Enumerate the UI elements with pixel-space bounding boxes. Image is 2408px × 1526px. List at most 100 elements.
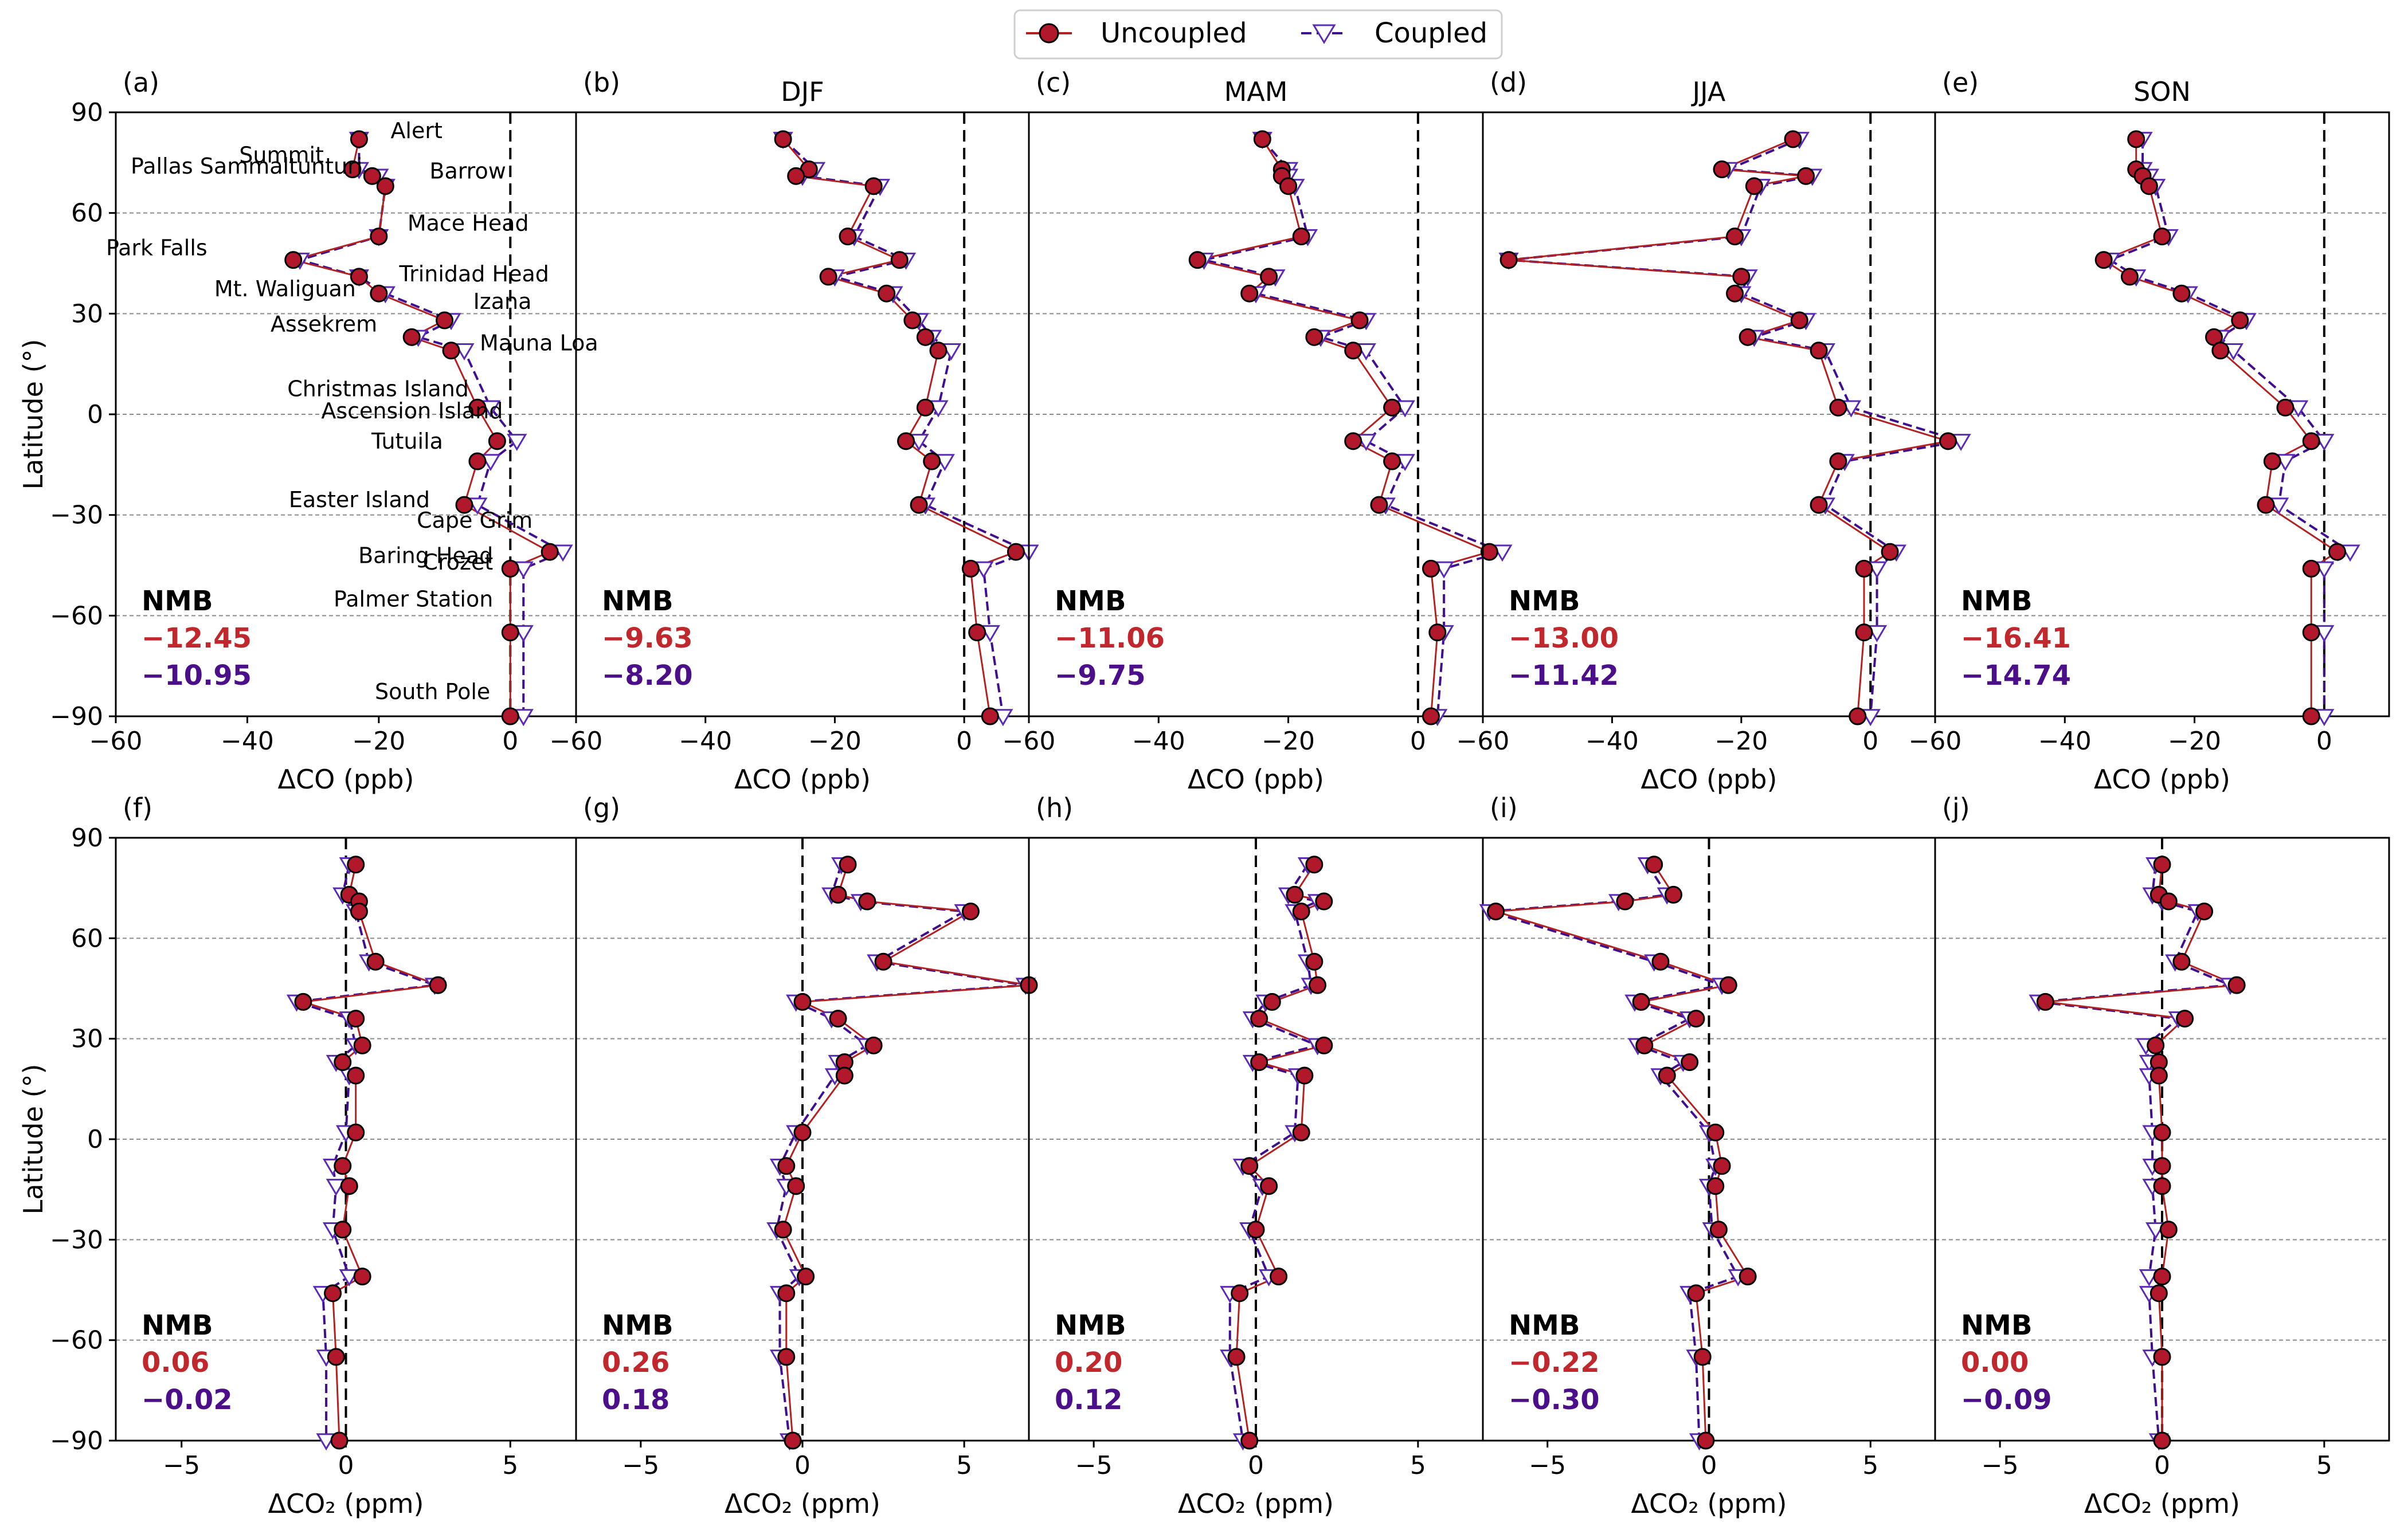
x-tick-label: −40 xyxy=(1132,727,1185,756)
uncoupled-point xyxy=(874,952,892,971)
uncoupled-point xyxy=(327,1348,345,1366)
coupled-series-line xyxy=(1204,138,1506,717)
uncoupled-point xyxy=(2302,707,2320,725)
uncoupled-point xyxy=(284,251,303,269)
nmb-coupled-value: −0.30 xyxy=(1509,1384,1600,1416)
uncoupled-point xyxy=(294,993,312,1011)
uncoupled-point xyxy=(429,976,447,994)
season-title: DJF xyxy=(781,76,824,107)
uncoupled-point xyxy=(347,856,365,874)
uncoupled-point xyxy=(864,1036,883,1054)
uncoupled-point xyxy=(916,398,934,417)
uncoupled-point xyxy=(1732,268,1751,286)
x-axis-label: ΔCO₂ (ppm) xyxy=(1631,1488,1787,1519)
x-axis-label: ΔCO₂ (ppm) xyxy=(725,1488,880,1519)
panel-i: −5 0 5 ΔCO₂ (ppm) (i) NMB −0.22 −0.30 xyxy=(1479,793,1936,1519)
uncoupled-point xyxy=(2153,856,2171,874)
site-label: Pallas Sammaltunturi xyxy=(131,154,362,179)
panel-letter: (a) xyxy=(123,67,159,98)
uncoupled-point xyxy=(1240,1157,1259,1175)
x-tick-label: 0 xyxy=(502,727,518,756)
uncoupled-point xyxy=(968,623,986,642)
uncoupled-point xyxy=(1810,496,1828,514)
uncoupled-point xyxy=(1706,1123,1725,1141)
uncoupled-point xyxy=(981,707,999,725)
uncoupled-point xyxy=(777,1157,796,1175)
panel-c: −60 −40 −20 0 ΔCO (ppb) (c) MAM NMB −11.06 −9.75 xyxy=(1003,67,1513,795)
uncoupled-point xyxy=(541,543,559,561)
x-tick-label: 5 xyxy=(2316,1451,2332,1480)
panel-g: −5 0 5 ΔCO₂ (ppm) (g) NMB 0.26 0.18 xyxy=(575,793,1038,1519)
site-label: Izana xyxy=(473,289,532,314)
uncoupled-point xyxy=(793,1123,812,1141)
nmb-coupled-value: −11.42 xyxy=(1509,660,1619,692)
x-axis-label: ΔCO₂ (ppm) xyxy=(1178,1488,1334,1519)
uncoupled-point xyxy=(1790,311,1808,329)
nmb-uncoupled-value: −11.06 xyxy=(1055,622,1165,654)
uncoupled-series-line xyxy=(2101,139,2339,716)
y-tick-label: −60 xyxy=(50,1326,103,1355)
uncoupled-point xyxy=(324,1284,342,1303)
site-label: Palmer Station xyxy=(334,587,493,612)
uncoupled-point xyxy=(1616,892,1634,911)
nmb-uncoupled-value: −16.41 xyxy=(1961,622,2071,654)
uncoupled-point xyxy=(1344,432,1362,450)
coupled-point xyxy=(480,454,501,472)
nmb-uncoupled-value: −13.00 xyxy=(1509,622,1619,654)
uncoupled-point xyxy=(897,432,915,450)
y-tick-label: 90 xyxy=(71,98,103,127)
uncoupled-point xyxy=(797,1268,815,1286)
y-axis-label: Latitude (°) xyxy=(18,339,49,490)
uncoupled-point xyxy=(2153,1348,2171,1366)
uncoupled-point xyxy=(839,856,857,874)
panel-e: −60 −40 −20 0 ΔCO (ppb) (e) SON NMB −16.41 −14.74 xyxy=(1909,67,2390,795)
uncoupled-point xyxy=(1697,1431,1715,1450)
x-tick-label: 5 xyxy=(502,1451,518,1480)
uncoupled-point xyxy=(1726,227,1744,246)
uncoupled-point xyxy=(1829,452,1847,470)
uncoupled-point xyxy=(784,1431,802,1450)
coupled-point xyxy=(507,434,527,452)
x-tick-label: −60 xyxy=(550,727,603,756)
uncoupled-point xyxy=(890,251,909,269)
uncoupled-point xyxy=(1693,1348,1712,1366)
y-tick-label: 90 xyxy=(71,823,103,853)
uncoupled-point xyxy=(1231,1284,1249,1303)
x-tick-label: 0 xyxy=(2154,1451,2170,1480)
uncoupled-point xyxy=(1227,1348,1246,1366)
nmb-coupled-value: −9.75 xyxy=(1055,660,1146,692)
uncoupled-point xyxy=(774,1221,792,1239)
panel-d: −60 −40 −20 0 ΔCO (ppb) (d) JJA NMB −13.00 −11.42 xyxy=(1456,67,1971,795)
x-tick-label: −40 xyxy=(221,727,274,756)
y-tick-label: 0 xyxy=(87,1125,103,1154)
uncoupled-point xyxy=(1849,707,1867,725)
season-title: JJA xyxy=(1691,76,1726,107)
uncoupled-point xyxy=(1681,1053,1699,1072)
x-tick-label: 0 xyxy=(1701,1451,1717,1480)
uncoupled-series-line xyxy=(1235,864,1327,1441)
uncoupled-point xyxy=(1260,268,1278,286)
uncoupled-point xyxy=(1350,311,1369,329)
uncoupled-point xyxy=(334,1053,352,1072)
uncoupled-point xyxy=(2328,543,2346,561)
plot-frame xyxy=(1934,111,2390,717)
uncoupled-point xyxy=(1709,1221,1728,1239)
nmb-heading: NMB xyxy=(142,1309,213,1341)
y-tick-label: 30 xyxy=(71,299,103,328)
uncoupled-point xyxy=(2149,1066,2168,1085)
uncoupled-point xyxy=(340,1177,358,1195)
panel-f: −5 0 5 ΔCO₂ (ppm) 90 60 30 0 −30 −60 −90 Latitude (… xyxy=(18,793,577,1519)
uncoupled-point xyxy=(1713,160,1731,179)
panel-b: −60 −40 −20 0 ΔCO (ppb) (b) DJF NMB −9.63 −8.20 xyxy=(550,67,1039,795)
uncoupled-point xyxy=(1240,1431,1259,1450)
uncoupled-point xyxy=(1308,976,1326,994)
x-axis-label: ΔCO₂ (ppm) xyxy=(2084,1488,2240,1519)
coupled-point xyxy=(513,625,534,642)
uncoupled-point xyxy=(353,1268,371,1286)
coupled-point xyxy=(339,1269,359,1286)
panel-h: −5 0 5 ΔCO₂ (ppm) (h) NMB 0.20 0.12 xyxy=(1028,793,1484,1519)
y-tick-label: −90 xyxy=(50,702,103,731)
x-axis-label: ΔCO (ppb) xyxy=(734,764,871,795)
x-axis-label: ΔCO₂ (ppm) xyxy=(268,1488,424,1519)
